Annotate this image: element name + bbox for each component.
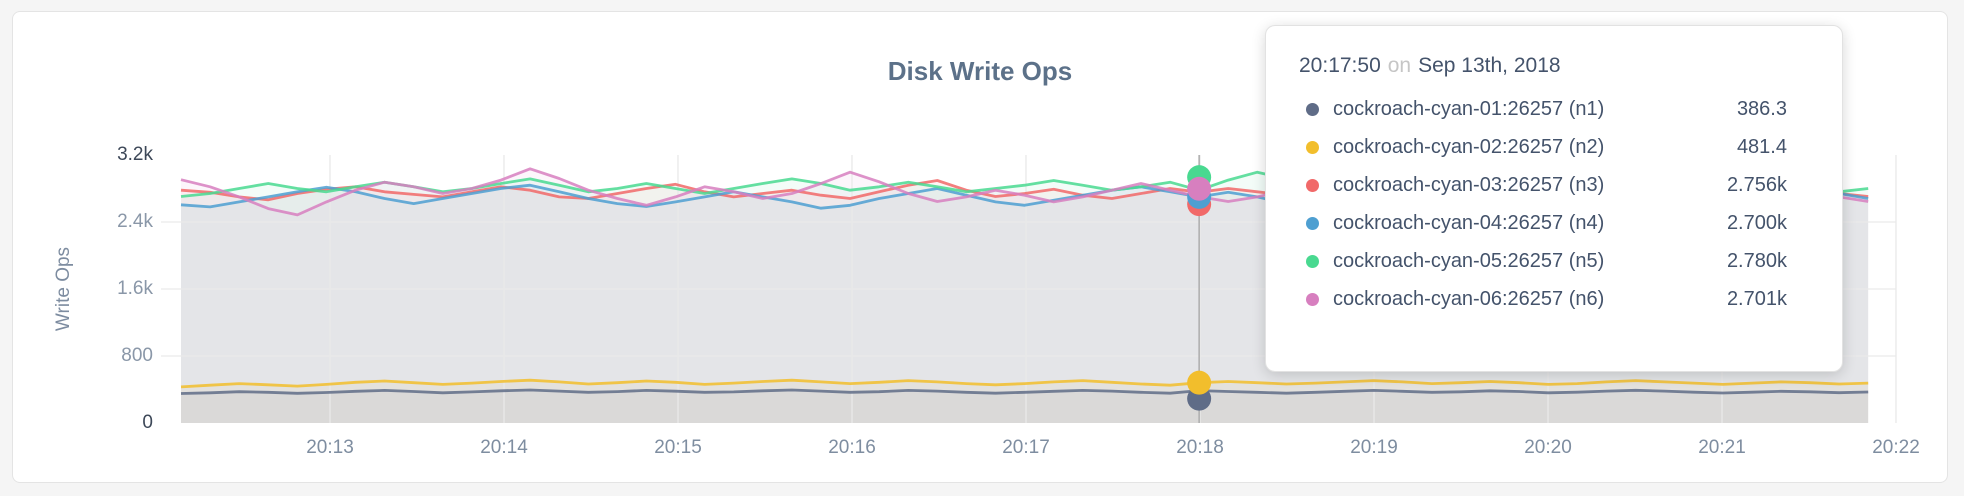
x-tick-label: 20:15: [654, 437, 702, 458]
series-dot-icon: [1306, 178, 1319, 192]
tooltip-header: 20:17:50 on Sep 13th, 2018: [1299, 54, 1787, 78]
x-tick-label: 20:20: [1524, 437, 1572, 458]
tooltip-series-value: 2.780k: [1726, 249, 1787, 272]
tooltip-row: cockroach-cyan-04:26257 (n4) 2.700k: [1299, 204, 1787, 242]
x-tick-label: 20:13: [306, 437, 354, 458]
x-tick-label: 20:14: [480, 437, 528, 458]
x-tick-label: 20:17: [1002, 437, 1050, 458]
series-line-n1: [180, 388, 1869, 395]
tooltip-series-label: cockroach-cyan-02:26257 (n2): [1333, 135, 1605, 158]
tooltip-row: cockroach-cyan-06:26257 (n6) 2.701k: [1299, 280, 1787, 318]
tooltip-date: Sep 13th, 2018: [1418, 54, 1561, 77]
tooltip-row: cockroach-cyan-01:26257 (n1) 386.3: [1299, 90, 1787, 128]
series-dot-icon: [1306, 254, 1319, 268]
hover-tooltip: 20:17:50 on Sep 13th, 2018 cockroach-cya…: [1265, 25, 1843, 372]
tooltip-series-label: cockroach-cyan-05:26257 (n5): [1333, 249, 1605, 272]
y-tick-label: 800: [121, 345, 153, 366]
hover-dot-n2: [1187, 370, 1212, 395]
tooltip-row: cockroach-cyan-02:26257 (n2) 481.4: [1299, 128, 1787, 166]
series-dot-icon: [1306, 216, 1319, 230]
tooltip-series-label: cockroach-cyan-01:26257 (n1): [1333, 97, 1605, 120]
tooltip-rows: cockroach-cyan-01:26257 (n1) 386.3 cockroa…: [1299, 90, 1787, 318]
series-dot-icon: [1306, 292, 1319, 306]
tooltip-series-value: 2.756k: [1726, 173, 1787, 196]
tooltip-time: 20:17:50: [1299, 54, 1381, 77]
tooltip-row: cockroach-cyan-03:26257 (n3) 2.756k: [1299, 166, 1787, 204]
series-area-n1: [181, 390, 1869, 423]
hover-dot-n6: [1187, 176, 1212, 201]
tooltip-series-value: 386.3: [1736, 97, 1787, 120]
y-tick-label: 1.6k: [117, 278, 153, 299]
tooltip-series-value: 2.701k: [1726, 287, 1787, 310]
tooltip-series-value: 481.4: [1736, 135, 1787, 158]
series-dot-icon: [1306, 102, 1319, 116]
tooltip-conjunction: on: [1387, 54, 1412, 77]
x-tick-label: 20:16: [828, 437, 876, 458]
x-tick-label: 20:19: [1350, 437, 1398, 458]
tooltip-series-label: cockroach-cyan-04:26257 (n4): [1333, 211, 1605, 234]
y-tick-label: 3.2k: [117, 144, 153, 165]
tooltip-series-label: cockroach-cyan-06:26257 (n6): [1333, 287, 1605, 310]
series-line-n2: [180, 378, 1869, 389]
x-tick-label: 20:18: [1176, 437, 1224, 458]
graph-card: Disk Write Ops Write Ops 3.2k 2.4k 1.6k 800…: [12, 11, 1948, 483]
tooltip-series-value: 2.700k: [1726, 211, 1787, 234]
x-tick-label: 20:22: [1872, 437, 1920, 458]
tooltip-row: cockroach-cyan-05:26257 (n5) 2.780k: [1299, 242, 1787, 280]
tooltip-series-label: cockroach-cyan-03:26257 (n3): [1333, 173, 1605, 196]
y-tick-label: 2.4k: [117, 211, 153, 232]
y-tick-label: 0: [142, 412, 153, 433]
chart-title: Disk Write Ops: [887, 56, 1073, 86]
series-dot-icon: [1306, 140, 1319, 154]
x-tick-label: 20:21: [1698, 437, 1746, 458]
